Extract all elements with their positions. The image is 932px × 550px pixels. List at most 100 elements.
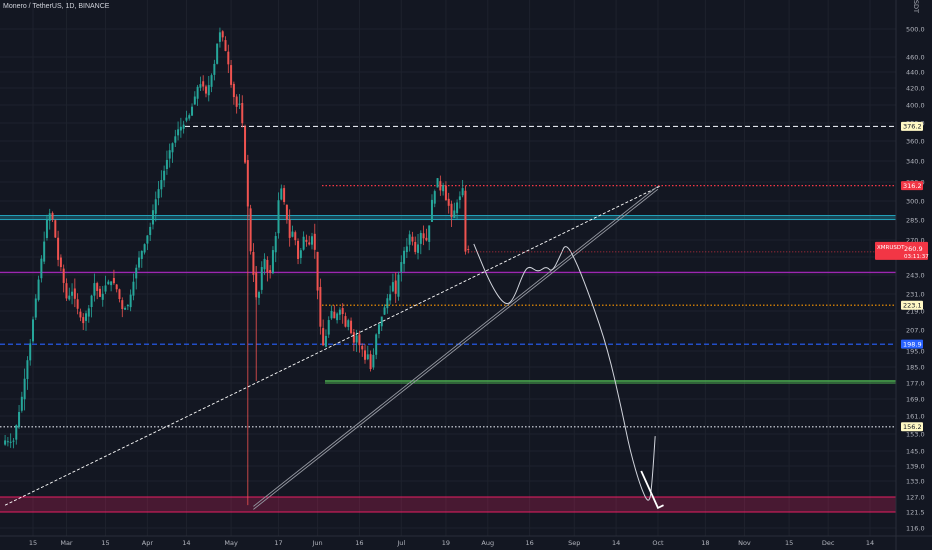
candle-body	[386, 298, 389, 309]
candle-body	[341, 308, 344, 315]
current-timer: 03:11:37	[904, 254, 929, 260]
candle-body	[419, 232, 422, 244]
candle-body	[336, 313, 339, 321]
candle-body	[333, 311, 336, 319]
price-label-bg	[901, 300, 923, 310]
candle-body	[241, 102, 244, 124]
y-tick-label: 500.0	[906, 25, 925, 33]
y-tick-label: 270.0	[906, 236, 925, 244]
candle-body	[361, 345, 364, 350]
y-tick-label: 127.0	[906, 493, 925, 501]
candle-body	[171, 143, 174, 153]
candle-body	[151, 210, 154, 225]
candle-body	[143, 244, 146, 253]
price-projection	[473, 243, 664, 510]
y-tick-label: 420.0	[906, 84, 925, 92]
x-tick-label: 14	[182, 539, 190, 547]
candle-body	[199, 84, 202, 88]
x-tick-label: 15	[29, 539, 37, 547]
candle-body	[280, 188, 283, 200]
y-tick-label: 243.0	[906, 271, 925, 279]
price-label-bg	[901, 339, 923, 349]
candle-body	[230, 65, 233, 85]
candle-body	[453, 210, 456, 218]
price-label-bg	[901, 121, 923, 131]
candle-body	[444, 185, 447, 201]
candle-body	[85, 313, 88, 321]
candle-body	[124, 307, 127, 310]
candle-body	[163, 170, 166, 181]
x-tick-label: Jun	[312, 539, 323, 547]
support-zone	[0, 497, 896, 512]
y-tick-label: 139.0	[906, 462, 925, 470]
y-tick-label: 177.0	[906, 379, 925, 387]
candle-body	[118, 289, 121, 299]
candle-body	[121, 300, 124, 310]
candle-body	[414, 241, 417, 252]
candle-body	[54, 220, 57, 238]
candle-body	[157, 189, 160, 199]
y-tick-label: 153.0	[906, 430, 925, 438]
x-tick-label: 16	[525, 539, 533, 547]
candle-body	[15, 425, 18, 440]
candle-body	[456, 202, 459, 214]
candle-body	[257, 292, 260, 298]
candle-body	[82, 317, 85, 324]
candle-body	[179, 126, 182, 131]
y-tick-label: 145.0	[906, 447, 925, 455]
candle-body	[26, 360, 29, 380]
candle-body	[193, 96, 196, 105]
candle-body	[96, 283, 99, 291]
candle-body	[238, 103, 241, 105]
candle-body	[34, 298, 37, 318]
candle-body	[65, 283, 68, 299]
y-tick-label: 231.0	[906, 290, 925, 298]
candle-body	[330, 310, 333, 319]
candle-body	[191, 106, 194, 116]
candle-body	[249, 208, 252, 252]
x-tick-label: Mar	[60, 539, 73, 547]
candle-body	[149, 226, 152, 235]
candle-body	[450, 203, 453, 218]
x-tick-label: 16	[355, 539, 363, 547]
candle-body	[23, 378, 26, 400]
currency-label: USDT	[912, 0, 920, 13]
price-label-bg	[901, 422, 923, 432]
horizontal-levels	[0, 125, 896, 428]
candle-body	[168, 150, 171, 159]
candle-body	[299, 250, 302, 258]
candle-body	[358, 334, 361, 346]
price-label-text: 376.2	[903, 123, 922, 131]
candle-body	[364, 350, 367, 360]
y-tick-label: 116.0	[906, 524, 925, 532]
candle-body	[146, 235, 149, 244]
candle-body	[397, 274, 400, 297]
candle-body	[76, 299, 79, 309]
candle-body	[129, 294, 132, 308]
candle-body	[461, 188, 464, 196]
y-tick-label: 460.0	[906, 53, 925, 61]
candle-body	[40, 258, 43, 279]
candle-body	[433, 191, 436, 204]
candle-body	[32, 319, 34, 342]
candle-body	[302, 236, 305, 250]
candle-body	[260, 267, 263, 290]
candle-body	[422, 233, 425, 239]
y-tick-label: 340.0	[906, 157, 925, 165]
candle-body	[104, 285, 107, 292]
y-tick-label: 195.0	[906, 347, 925, 355]
candle-body	[6, 441, 9, 443]
candle-body	[174, 136, 177, 143]
current-symbol: XMRUSDT	[877, 245, 905, 251]
x-tick-label: 15	[785, 539, 793, 547]
candle-body	[9, 441, 12, 443]
current-price-bg	[875, 241, 928, 260]
candle-body	[294, 232, 297, 241]
y-tick-label: 185.0	[906, 363, 925, 371]
candle-body	[308, 242, 311, 245]
candle-body	[277, 200, 280, 234]
candle-body	[188, 115, 191, 119]
candle-body	[90, 295, 93, 308]
price-label-text: 223.1	[903, 301, 922, 309]
